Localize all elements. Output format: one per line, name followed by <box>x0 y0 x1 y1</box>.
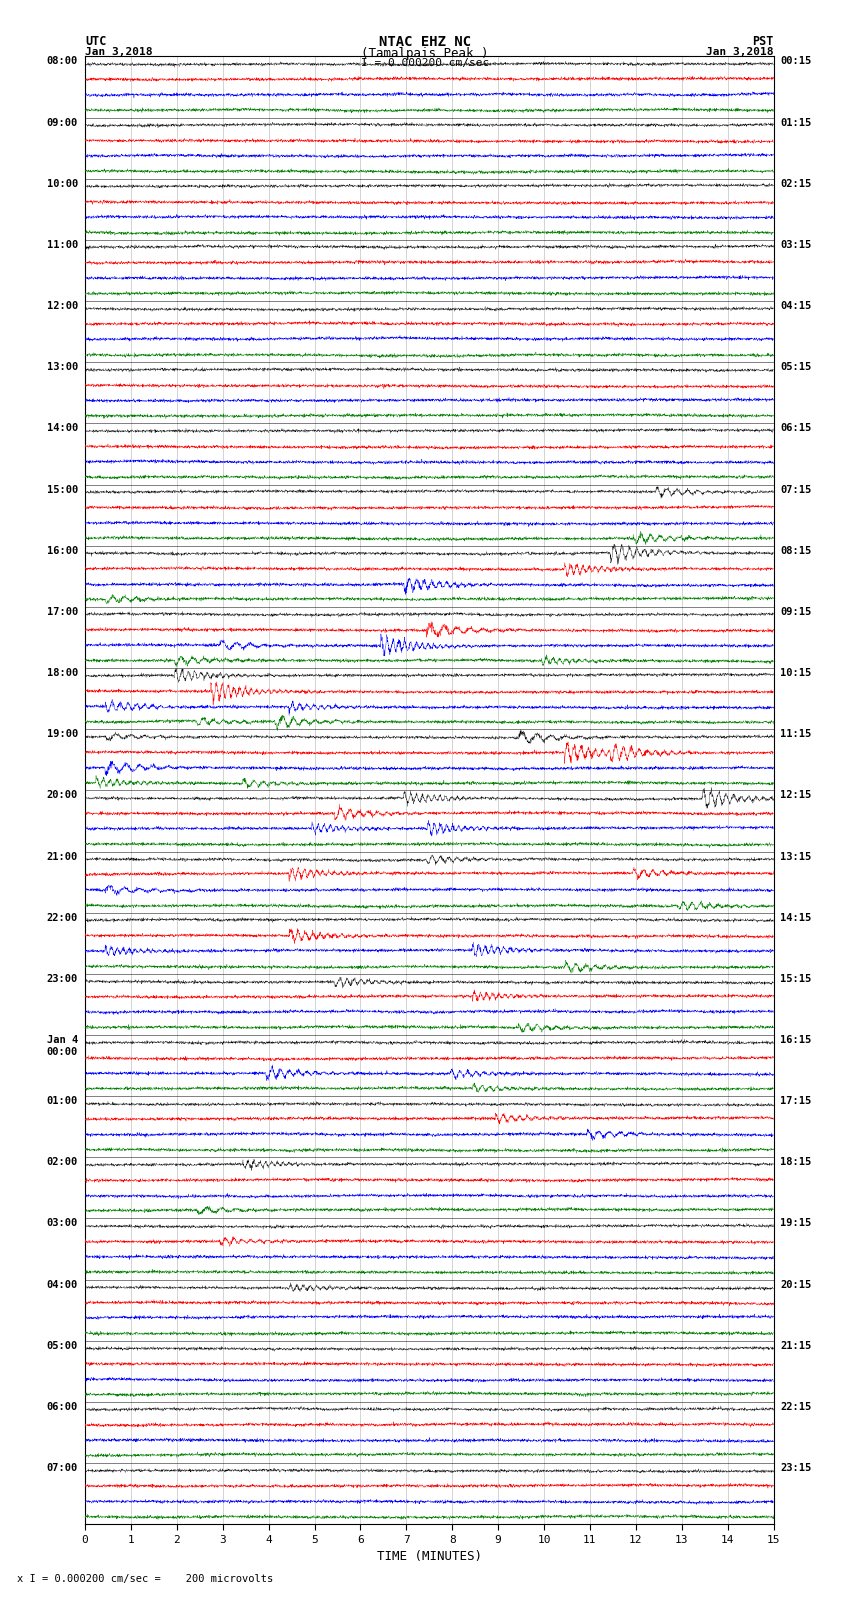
Text: 12:00: 12:00 <box>47 302 78 311</box>
Text: 06:00: 06:00 <box>47 1402 78 1411</box>
Text: 17:15: 17:15 <box>780 1097 812 1107</box>
Text: 23:00: 23:00 <box>47 974 78 984</box>
Text: 23:15: 23:15 <box>780 1463 812 1473</box>
Text: 04:00: 04:00 <box>47 1279 78 1290</box>
Text: 21:15: 21:15 <box>780 1340 812 1350</box>
Text: 20:15: 20:15 <box>780 1279 812 1290</box>
Text: 12:15: 12:15 <box>780 790 812 800</box>
Text: 02:15: 02:15 <box>780 179 812 189</box>
Text: 14:15: 14:15 <box>780 913 812 923</box>
Text: 07:00: 07:00 <box>47 1463 78 1473</box>
Text: 10:00: 10:00 <box>47 179 78 189</box>
Text: 08:00: 08:00 <box>47 56 78 66</box>
Text: 13:00: 13:00 <box>47 363 78 373</box>
Text: 05:00: 05:00 <box>47 1340 78 1350</box>
Text: 10:15: 10:15 <box>780 668 812 677</box>
Text: Jan 4
00:00: Jan 4 00:00 <box>47 1036 78 1057</box>
Text: 18:00: 18:00 <box>47 668 78 677</box>
Text: 07:15: 07:15 <box>780 484 812 495</box>
Text: 11:00: 11:00 <box>47 240 78 250</box>
Text: 15:00: 15:00 <box>47 484 78 495</box>
Text: 03:15: 03:15 <box>780 240 812 250</box>
Text: 02:00: 02:00 <box>47 1158 78 1168</box>
Text: Jan 3,2018: Jan 3,2018 <box>706 47 774 56</box>
Text: 13:15: 13:15 <box>780 852 812 861</box>
Text: 19:00: 19:00 <box>47 729 78 739</box>
Text: 18:15: 18:15 <box>780 1158 812 1168</box>
Text: 16:15: 16:15 <box>780 1036 812 1045</box>
Text: 15:15: 15:15 <box>780 974 812 984</box>
Text: PST: PST <box>752 35 774 48</box>
Text: 22:00: 22:00 <box>47 913 78 923</box>
Text: 16:00: 16:00 <box>47 545 78 556</box>
Text: 19:15: 19:15 <box>780 1218 812 1229</box>
Text: 20:00: 20:00 <box>47 790 78 800</box>
Text: 05:15: 05:15 <box>780 363 812 373</box>
Text: 11:15: 11:15 <box>780 729 812 739</box>
Text: 06:15: 06:15 <box>780 424 812 434</box>
Text: Jan 3,2018: Jan 3,2018 <box>85 47 152 56</box>
Text: 01:15: 01:15 <box>780 118 812 127</box>
X-axis label: TIME (MINUTES): TIME (MINUTES) <box>377 1550 482 1563</box>
Text: 01:00: 01:00 <box>47 1097 78 1107</box>
Text: 21:00: 21:00 <box>47 852 78 861</box>
Text: 00:15: 00:15 <box>780 56 812 66</box>
Text: 09:00: 09:00 <box>47 118 78 127</box>
Text: I = 0.000200 cm/sec: I = 0.000200 cm/sec <box>361 58 489 68</box>
Text: 14:00: 14:00 <box>47 424 78 434</box>
Text: 17:00: 17:00 <box>47 606 78 616</box>
Text: (Tamalpais Peak ): (Tamalpais Peak ) <box>361 47 489 60</box>
Text: 09:15: 09:15 <box>780 606 812 616</box>
Text: 04:15: 04:15 <box>780 302 812 311</box>
Text: UTC: UTC <box>85 35 106 48</box>
Text: 03:00: 03:00 <box>47 1218 78 1229</box>
Text: 22:15: 22:15 <box>780 1402 812 1411</box>
Text: 08:15: 08:15 <box>780 545 812 556</box>
Text: NTAC EHZ NC: NTAC EHZ NC <box>379 35 471 50</box>
Text: x I = 0.000200 cm/sec =    200 microvolts: x I = 0.000200 cm/sec = 200 microvolts <box>17 1574 273 1584</box>
